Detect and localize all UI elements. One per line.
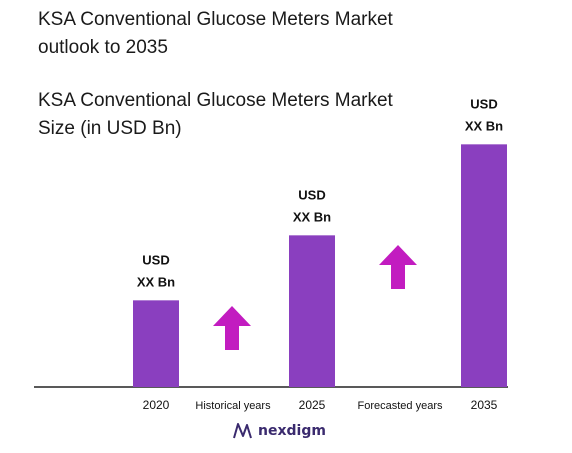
growth-arrow-forecast xyxy=(379,245,417,289)
data-label-2025-line-2: XX Bn xyxy=(293,209,331,224)
tick-label-2025: 2025 xyxy=(299,398,326,412)
data-label-2035-line-2: XX Bn xyxy=(465,118,503,133)
data-label-2035-line-1: USD xyxy=(470,96,497,111)
chart-subtitle: KSA Conventional Glucose Meters Market S… xyxy=(38,90,393,139)
tick-label-2035: 2035 xyxy=(471,398,498,412)
brand-name: nexdigm xyxy=(258,423,326,439)
brand-logo: nexdigm xyxy=(232,421,326,441)
data-label-2020-line-1: USD xyxy=(142,252,169,267)
period-label-2: Forecasted years xyxy=(358,400,443,412)
bar-2025 xyxy=(289,235,335,387)
nexdigm-logo-icon xyxy=(233,423,252,439)
growth-arrow-historical xyxy=(213,306,251,350)
data-label-2025-line-1: USD xyxy=(298,187,325,202)
period-label-1: Historical years xyxy=(195,400,271,412)
chart-title: KSA Conventional Glucose Meters Market o… xyxy=(38,9,393,58)
data-label-2020-line-2: XX Bn xyxy=(137,274,175,289)
tick-label-2020: 2020 xyxy=(143,398,170,412)
bar-2035 xyxy=(461,144,507,387)
bar-2020 xyxy=(133,300,179,387)
